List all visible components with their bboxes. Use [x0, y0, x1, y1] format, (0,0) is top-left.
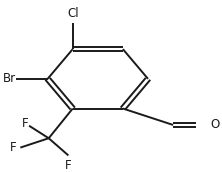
Text: F: F [65, 159, 72, 171]
Text: F: F [9, 141, 16, 154]
Text: Cl: Cl [67, 7, 79, 20]
Text: Br: Br [3, 72, 16, 85]
Text: O: O [210, 119, 220, 131]
Text: F: F [22, 117, 28, 130]
